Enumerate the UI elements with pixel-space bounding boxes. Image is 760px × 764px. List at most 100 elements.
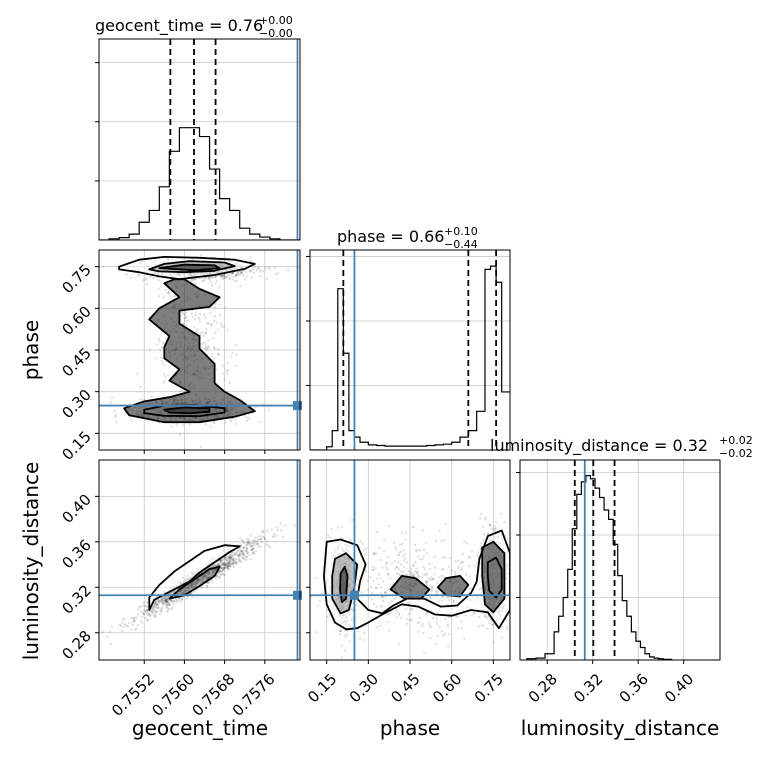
pair-geocent-time-vs-luminosity-distance-sample [189, 583, 193, 586]
pair-phase-vs-luminosity-distance-sample [441, 595, 444, 599]
pair-geocent-time-vs-luminosity-distance-sample [209, 571, 213, 575]
pair-geocent-time-vs-luminosity-distance-sample [252, 550, 255, 553]
title-phase-sup: +0.10 [444, 225, 478, 238]
pair-geocent-time-vs-phase-sample [239, 271, 242, 275]
pair-geocent-time-vs-luminosity-distance-sample [238, 559, 242, 562]
pair-geocent-time-vs-luminosity-distance-sample [156, 606, 160, 609]
pair-phase-vs-luminosity-distance-sample [417, 555, 420, 558]
pair-phase-vs-luminosity-distance-sample [375, 625, 379, 629]
pair-phase-vs-luminosity-distance-sample [387, 613, 390, 616]
pair-phase-vs-luminosity-distance-sample [477, 615, 481, 619]
pair-phase-vs-luminosity-distance-sample [340, 656, 343, 659]
pair-geocent-time-vs-luminosity-distance-sample [164, 598, 168, 601]
pair-geocent-time-vs-phase-sample [144, 278, 148, 281]
pair-geocent-time-vs-luminosity-distance-sample [165, 606, 168, 609]
pair-phase-vs-luminosity-distance-sample [343, 649, 346, 652]
pair-geocent-time-vs-phase-sample [180, 310, 184, 314]
pair-geocent-time-vs-luminosity-distance-sample [232, 557, 235, 561]
pair-geocent-time-vs-luminosity-distance-sample [234, 561, 238, 564]
pair-geocent-time-vs-luminosity-distance-sample [186, 589, 189, 593]
pair-phase-vs-luminosity-distance-sample [486, 616, 489, 620]
pair-geocent-time-vs-phase-sample [205, 347, 208, 350]
pair-geocent-time-vs-phase-sample [157, 287, 160, 290]
diag-geocent-time-histogram [99, 127, 300, 240]
pair-geocent-time-vs-luminosity-distance-sample [232, 551, 235, 554]
pair-geocent-time-vs-luminosity-distance-sample [155, 606, 159, 610]
pair-phase-vs-luminosity-distance-sample [446, 623, 449, 626]
pair-phase-vs-luminosity-distance-sample [339, 629, 342, 633]
pair-geocent-time-vs-luminosity-distance-sample [144, 609, 147, 612]
pair-phase-vs-luminosity-distance-sample [377, 583, 380, 586]
pair-phase-vs-luminosity-distance-sample [326, 615, 329, 618]
pair-geocent-time-vs-luminosity-distance-sample [154, 604, 158, 607]
pair-geocent-time-vs-luminosity-distance-sample [140, 604, 143, 608]
pair-geocent-time-vs-luminosity-distance-sample [220, 570, 223, 573]
pair-geocent-time-vs-phase-contour [123, 278, 256, 424]
pair-geocent-time-vs-luminosity-distance-sample [158, 599, 161, 603]
pair-geocent-time-vs-phase-sample [114, 413, 117, 417]
pair-geocent-time-vs-phase-sample [157, 337, 161, 341]
pair-geocent-time-vs-luminosity-distance-sample [196, 578, 199, 582]
pair-geocent-time-vs-luminosity-distance-sample [192, 583, 196, 586]
pair-geocent-time-vs-luminosity-distance-sample [257, 544, 260, 548]
pair-phase-vs-luminosity-distance-sample [544, 599, 546, 601]
pair-geocent-time-vs-phase-sample [212, 421, 216, 424]
pair-geocent-time-vs-luminosity-distance-sample [222, 569, 225, 572]
pair-geocent-time-vs-luminosity-distance-frame [98, 459, 301, 661]
pair-geocent-time-vs-luminosity-distance-sample [146, 608, 149, 612]
pair-phase-vs-luminosity-distance-sample [483, 614, 486, 618]
pair-phase-vs-luminosity-distance-sample [340, 525, 344, 528]
pair-phase-vs-luminosity-distance-sample [397, 560, 400, 564]
pair-geocent-time-vs-luminosity-distance-sample [249, 534, 253, 537]
pair-geocent-time-vs-phase-sample [249, 256, 252, 259]
pair-geocent-time-vs-phase-sample [257, 266, 260, 270]
pair-geocent-time-vs-luminosity-distance-sample [243, 554, 246, 558]
pair-geocent-time-vs-luminosity-distance-sample [213, 564, 217, 567]
pair-phase-vs-luminosity-distance-sample [401, 570, 405, 574]
pair-geocent-time-vs-luminosity-distance-sample [140, 616, 144, 619]
pair-geocent-time-vs-luminosity-distance-sample [233, 553, 237, 556]
pair-phase-vs-luminosity-distance-sample [503, 520, 506, 524]
pair-geocent-time-vs-phase-sample [157, 278, 160, 282]
pair-geocent-time-vs-luminosity-distance-sample [208, 571, 211, 574]
pair-phase-vs-luminosity-distance-sample [478, 517, 482, 520]
pair-phase-vs-luminosity-distance-sample [506, 628, 509, 631]
pair-geocent-time-vs-luminosity-distance-sample [161, 597, 164, 600]
pair-geocent-time-vs-luminosity-distance-sample [163, 597, 166, 601]
pair-geocent-time-vs-luminosity-distance-sample [145, 609, 149, 612]
pair-geocent-time-vs-luminosity-distance-sample [163, 596, 167, 599]
pair-geocent-time-vs-luminosity-distance-sample [261, 535, 264, 538]
pair-geocent-time-vs-luminosity-distance-sample [199, 578, 202, 582]
pair-geocent-time-vs-luminosity-distance-sample [164, 600, 168, 604]
pair-phase-vs-luminosity-distance-sample [428, 624, 431, 627]
pair-geocent-time-vs-luminosity-distance-sample [212, 571, 215, 574]
pair-geocent-time-vs-luminosity-distance-sample [232, 561, 236, 564]
pair-phase-vs-luminosity-distance-sample [470, 614, 474, 617]
pair-geocent-time-vs-luminosity-distance-sample [195, 584, 199, 587]
diag-phase-frame [309, 249, 511, 451]
pair-geocent-time-vs-phase-sample [234, 274, 237, 277]
title-luminosity-distance-sub: −0.02 [719, 447, 753, 460]
pair-geocent-time-vs-luminosity-distance-sample [145, 610, 148, 614]
pair-phase-vs-luminosity-distance-sample [470, 549, 474, 553]
pair-geocent-time-vs-luminosity-distance-sample [187, 586, 190, 589]
pair-phase-vs-luminosity-distance-sample [400, 531, 404, 534]
pair-geocent-time-vs-luminosity-distance-sample [168, 599, 172, 602]
pair-geocent-time-vs-luminosity-distance-sample [227, 560, 231, 563]
pair-geocent-time-vs-luminosity-distance-sample [181, 589, 184, 592]
pair-geocent-time-vs-phase-sample [223, 378, 226, 381]
pair-geocent-time-vs-luminosity-distance-sample [131, 623, 135, 627]
pair-geocent-time-vs-phase-sample [259, 420, 262, 424]
pair-geocent-time-vs-luminosity-distance-sample [203, 573, 207, 576]
diag-luminosity-distance-histogram [526, 475, 673, 660]
pair-geocent-time-vs-luminosity-distance-sample [166, 600, 170, 603]
pair-geocent-time-vs-luminosity-distance-sample [229, 556, 232, 560]
pair-phase-vs-luminosity-distance-sample [406, 573, 409, 576]
pair-geocent-time-vs-luminosity-distance-sample [154, 611, 158, 614]
pair-phase-vs-luminosity-distance-contour [486, 556, 503, 599]
pair-phase-vs-luminosity-distance-sample [381, 599, 385, 603]
pair-phase-vs-luminosity-distance-sample [448, 565, 451, 569]
pair-geocent-time-vs-phase-sample [234, 353, 238, 356]
ylabel-phase: phase [19, 320, 43, 380]
pair-geocent-time-vs-luminosity-distance-sample [221, 563, 225, 567]
